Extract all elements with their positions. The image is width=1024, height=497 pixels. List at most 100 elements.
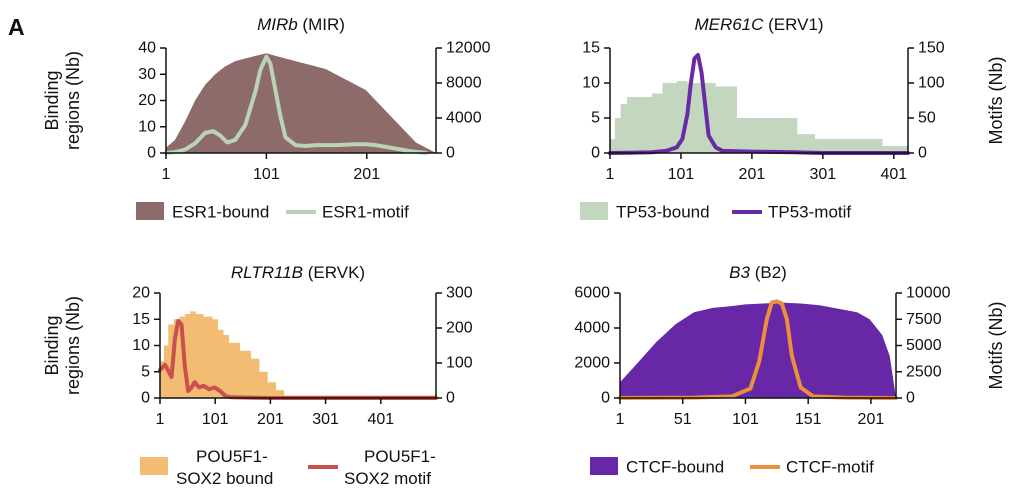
chart-title-rest: (MIR) — [298, 15, 345, 34]
x-tick-label: 301 — [810, 166, 837, 183]
y-axis-title-line: Binding — [42, 70, 62, 130]
left-tick-label: 40 — [138, 40, 156, 57]
x-tick-label: 201 — [353, 166, 380, 183]
left-tick-label: 20 — [132, 285, 150, 302]
right-tick-label: 0 — [906, 390, 915, 407]
left-tick-label: 10 — [132, 337, 150, 354]
right-tick-label: 10000 — [906, 285, 951, 302]
chart-title-italic: B3 — [729, 263, 750, 282]
left-tick-label: 10 — [582, 75, 600, 92]
y-axis-title-line: Binding — [42, 315, 62, 375]
x-tick-label: 301 — [312, 411, 339, 428]
x-tick-label: 201 — [257, 411, 284, 428]
x-tick-label: 101 — [202, 411, 229, 428]
motif-line — [158, 319, 438, 400]
legend-label-line: POU5F1- — [196, 447, 268, 466]
bound-area — [620, 302, 896, 398]
right-tick-label: 4000 — [446, 110, 482, 127]
chart-panel-1: MIRb (MIR) 0 10 20 30 40 0 4000 8000 12000 1 101 201… — [42, 15, 491, 222]
legend-label: TP53-motif — [768, 203, 851, 222]
left-tick-label: 10 — [138, 118, 156, 135]
right-tick-label: 0 — [446, 390, 455, 407]
chart-title-italic: MER61C — [694, 15, 764, 34]
bound-area — [166, 53, 436, 153]
left-tick-label: 0 — [601, 390, 610, 407]
right-tick-label: 2500 — [906, 363, 942, 380]
legend-label: CTCF-motif — [786, 458, 874, 477]
right-tick-label: 8000 — [446, 75, 482, 92]
x-tick-label: 401 — [880, 166, 907, 183]
legend-label: ESR1-bound — [172, 203, 269, 222]
x-tick-label: 1 — [606, 166, 615, 183]
left-tick-label: 0 — [147, 145, 156, 162]
right-tick-label: 12000 — [446, 40, 491, 57]
chart-title-rest: (ERV1) — [763, 15, 823, 34]
left-tick-label: 5 — [141, 363, 150, 380]
motif-line — [164, 54, 428, 155]
y-axis-title-line: regions (Nb) — [63, 296, 83, 395]
x-tick-label: 51 — [674, 411, 692, 428]
chart-title: B3 (B2) — [729, 263, 787, 282]
left-tick-label: 30 — [138, 66, 156, 83]
right-tick-label: 5000 — [906, 337, 942, 354]
right-tick-label: 300 — [446, 285, 473, 302]
chart-title: RLTR11B (ERVK) — [231, 263, 365, 282]
x-tick-label: 201 — [739, 166, 766, 183]
motif-line — [608, 53, 910, 155]
x-tick-label: 401 — [367, 411, 394, 428]
chart-title-italic: MIRb — [257, 15, 298, 34]
x-tick-label: 201 — [858, 411, 885, 428]
y-axis-title-line: regions (Nb) — [63, 51, 83, 150]
legend-label-line: POU5F1- — [364, 447, 436, 466]
chart-title: MIRb (MIR) — [257, 15, 345, 34]
x-tick-label: 101 — [668, 166, 695, 183]
legend-label: TP53-bound — [616, 203, 710, 222]
legend-label-line: SOX2 bound — [176, 469, 273, 488]
right-tick-label: 150 — [918, 40, 945, 57]
chart-title: MER61C (ERV1) — [694, 15, 823, 34]
x-tick-label: 101 — [732, 411, 759, 428]
left-tick-label: 5 — [591, 110, 600, 127]
right-tick-label: 50 — [918, 110, 936, 127]
legend-label: POU5F1- SOX2 motif — [344, 447, 436, 488]
panel-letter: A — [8, 14, 25, 40]
left-tick-label: 20 — [138, 92, 156, 109]
legend-swatch-bound — [140, 457, 168, 475]
x-tick-label: 101 — [253, 166, 280, 183]
legend-label: POU5F1- SOX2 bound — [176, 447, 273, 488]
right-tick-label: 100 — [918, 75, 945, 92]
y-axis-title: Bindingregions (Nb) — [42, 51, 83, 150]
chart-title-rest: (B2) — [750, 263, 787, 282]
legend-swatch-bound — [580, 202, 608, 220]
chart-title-italic: RLTR11B — [231, 263, 303, 282]
bound-area — [610, 80, 908, 153]
left-tick-label: 0 — [591, 145, 600, 162]
y2-axis-title: Motifs (Nb) — [986, 56, 1006, 144]
chart-title-rest: (ERVK) — [303, 263, 365, 282]
right-tick-label: 7500 — [906, 311, 942, 328]
x-tick-label: 1 — [162, 166, 171, 183]
right-tick-label: 0 — [918, 145, 927, 162]
motif-line — [618, 299, 898, 400]
legend-swatch-bound — [136, 202, 164, 220]
left-tick-label: 6000 — [574, 285, 610, 302]
right-tick-label: 200 — [446, 320, 473, 337]
x-tick-label: 1 — [616, 411, 625, 428]
x-tick-label: 1 — [156, 411, 165, 428]
legend-label-line: SOX2 motif — [344, 469, 431, 488]
legend-swatch-bound — [590, 457, 618, 475]
left-tick-label: 4000 — [574, 320, 610, 337]
right-tick-label: 100 — [446, 355, 473, 372]
y2-axis-title: Motifs (Nb) — [986, 301, 1006, 389]
y-axis-title: Bindingregions (Nb) — [42, 296, 83, 395]
bound-area — [160, 311, 436, 398]
left-tick-label: 15 — [582, 40, 600, 57]
left-tick-label: 2000 — [574, 355, 610, 372]
legend-label: CTCF-bound — [626, 458, 724, 477]
left-tick-label: 0 — [141, 390, 150, 407]
chart-panel-4: B3 (B2) 0 2000 4000 6000 0 2500 5000 7500 10000 1 5… — [574, 263, 1006, 477]
legend-label: ESR1-motif — [322, 203, 409, 222]
